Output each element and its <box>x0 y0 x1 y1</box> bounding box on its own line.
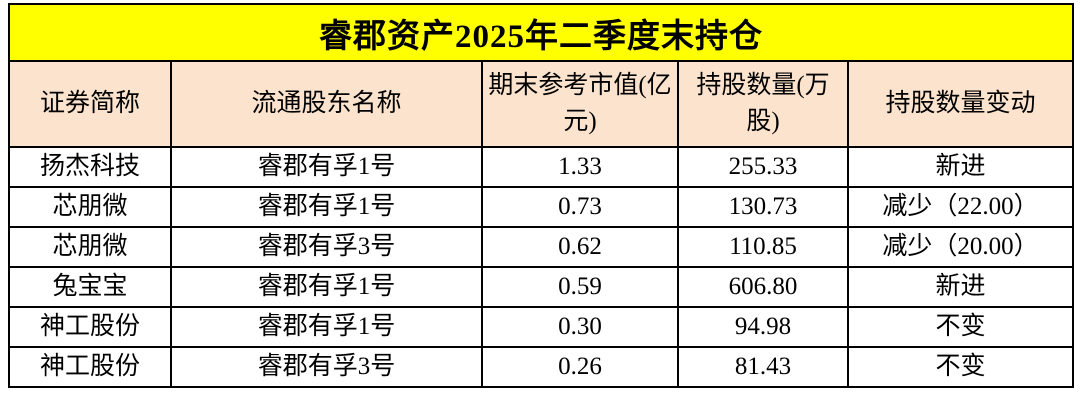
table-cell: 扬杰科技 <box>8 146 172 188</box>
table-cell: 神工股份 <box>8 346 172 388</box>
table-cell: 睿郡有孚1号 <box>170 266 483 308</box>
table-cell: 睿郡有孚3号 <box>170 226 483 268</box>
header-row: 证券简称 流通股东名称 期末参考市值(亿元) 持股数量(万股) 持股数量变动 <box>8 60 1075 148</box>
table-cell: 606.80 <box>677 266 849 308</box>
column-header: 持股数量(万股) <box>677 60 849 148</box>
table-body: 扬杰科技 睿郡有孚1号 1.33 255.33 新进 芯朋微 睿郡有孚1号 0.73 130.7… <box>8 146 1075 388</box>
table-cell: 减少（20.00） <box>846 226 1075 268</box>
table-cell: 255.33 <box>677 146 849 188</box>
table-row: 芯朋微 睿郡有孚1号 0.73 130.73 减少（22.00） <box>8 186 1075 228</box>
table-cell: 芯朋微 <box>8 186 172 228</box>
table-cell: 睿郡有孚3号 <box>170 346 483 388</box>
table-cell: 不变 <box>846 306 1075 348</box>
column-header: 证券简称 <box>8 60 172 148</box>
table-cell: 0.62 <box>481 226 679 268</box>
table-cell: 神工股份 <box>8 306 172 348</box>
table-cell: 110.85 <box>677 226 849 268</box>
table-cell: 睿郡有孚1号 <box>170 146 483 188</box>
table-cell: 兔宝宝 <box>8 266 172 308</box>
table-row: 神工股份 睿郡有孚1号 0.30 94.98 不变 <box>8 306 1075 348</box>
table-cell: 0.59 <box>481 266 679 308</box>
table-cell: 新进 <box>846 266 1075 308</box>
table-row: 芯朋微 睿郡有孚3号 0.62 110.85 减少（20.00） <box>8 226 1075 268</box>
holdings-table-figure: 睿郡资产2025年二季度末持仓 证券简称 流通股东名称 期末参考市值(亿元) 持股数量… <box>7 3 1075 388</box>
table-row: 神工股份 睿郡有孚3号 0.26 81.43 不变 <box>8 346 1075 388</box>
table-cell: 睿郡有孚1号 <box>170 186 483 228</box>
table-row: 扬杰科技 睿郡有孚1号 1.33 255.33 新进 <box>8 146 1075 188</box>
table-cell: 81.43 <box>677 346 849 388</box>
table-title: 睿郡资产2025年二季度末持仓 <box>7 3 1075 62</box>
table-cell: 不变 <box>846 346 1075 388</box>
holdings-table: 睿郡资产2025年二季度末持仓 证券简称 流通股东名称 期末参考市值(亿元) 持股数量… <box>7 3 1075 388</box>
table-cell: 减少（22.00） <box>846 186 1075 228</box>
table-cell: 1.33 <box>481 146 679 188</box>
table-cell: 0.26 <box>481 346 679 388</box>
column-header: 持股数量变动 <box>846 60 1075 148</box>
table-row: 兔宝宝 睿郡有孚1号 0.59 606.80 新进 <box>8 266 1075 308</box>
column-header: 流通股东名称 <box>170 60 483 148</box>
table-cell: 新进 <box>846 146 1075 188</box>
column-header: 期末参考市值(亿元) <box>481 60 679 148</box>
title-row: 睿郡资产2025年二季度末持仓 <box>7 3 1075 62</box>
table-cell: 0.73 <box>481 186 679 228</box>
table-cell: 94.98 <box>677 306 849 348</box>
table-cell: 0.30 <box>481 306 679 348</box>
table-cell: 芯朋微 <box>8 226 172 268</box>
table-cell: 睿郡有孚1号 <box>170 306 483 348</box>
table-cell: 130.73 <box>677 186 849 228</box>
